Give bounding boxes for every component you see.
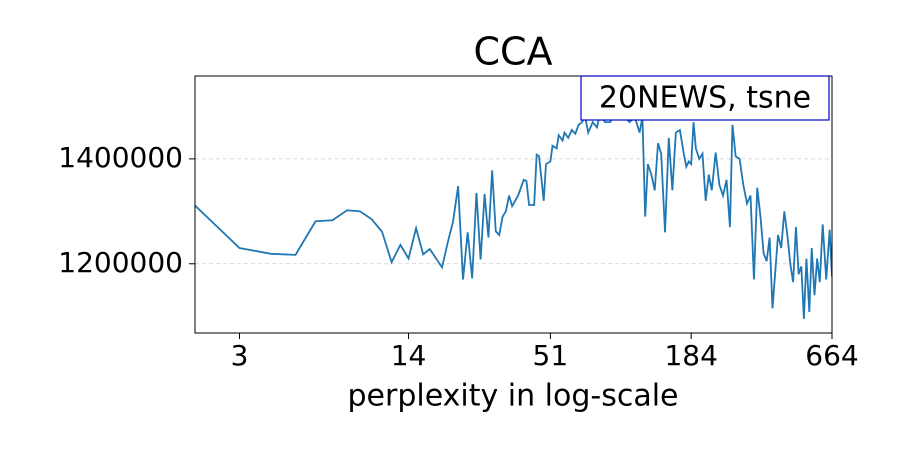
annotation-box [580, 75, 830, 121]
x-tick-label: 14 [391, 339, 427, 372]
y-tick-label: 1400000 [58, 141, 183, 174]
x-tick-label: 184 [664, 339, 717, 372]
plot-frame [194, 75, 833, 334]
y-tick-label: 1200000 [58, 246, 183, 279]
x-tick-label: 51 [533, 339, 569, 372]
x-tick-label: 664 [805, 339, 858, 372]
x-axis-label: perplexity in log-scale [347, 379, 678, 414]
annotation: 20NEWS, tsne [599, 81, 811, 116]
x-tick-label: 3 [231, 339, 249, 372]
chart-title: CCA [473, 30, 552, 74]
data-line [195, 109, 832, 319]
